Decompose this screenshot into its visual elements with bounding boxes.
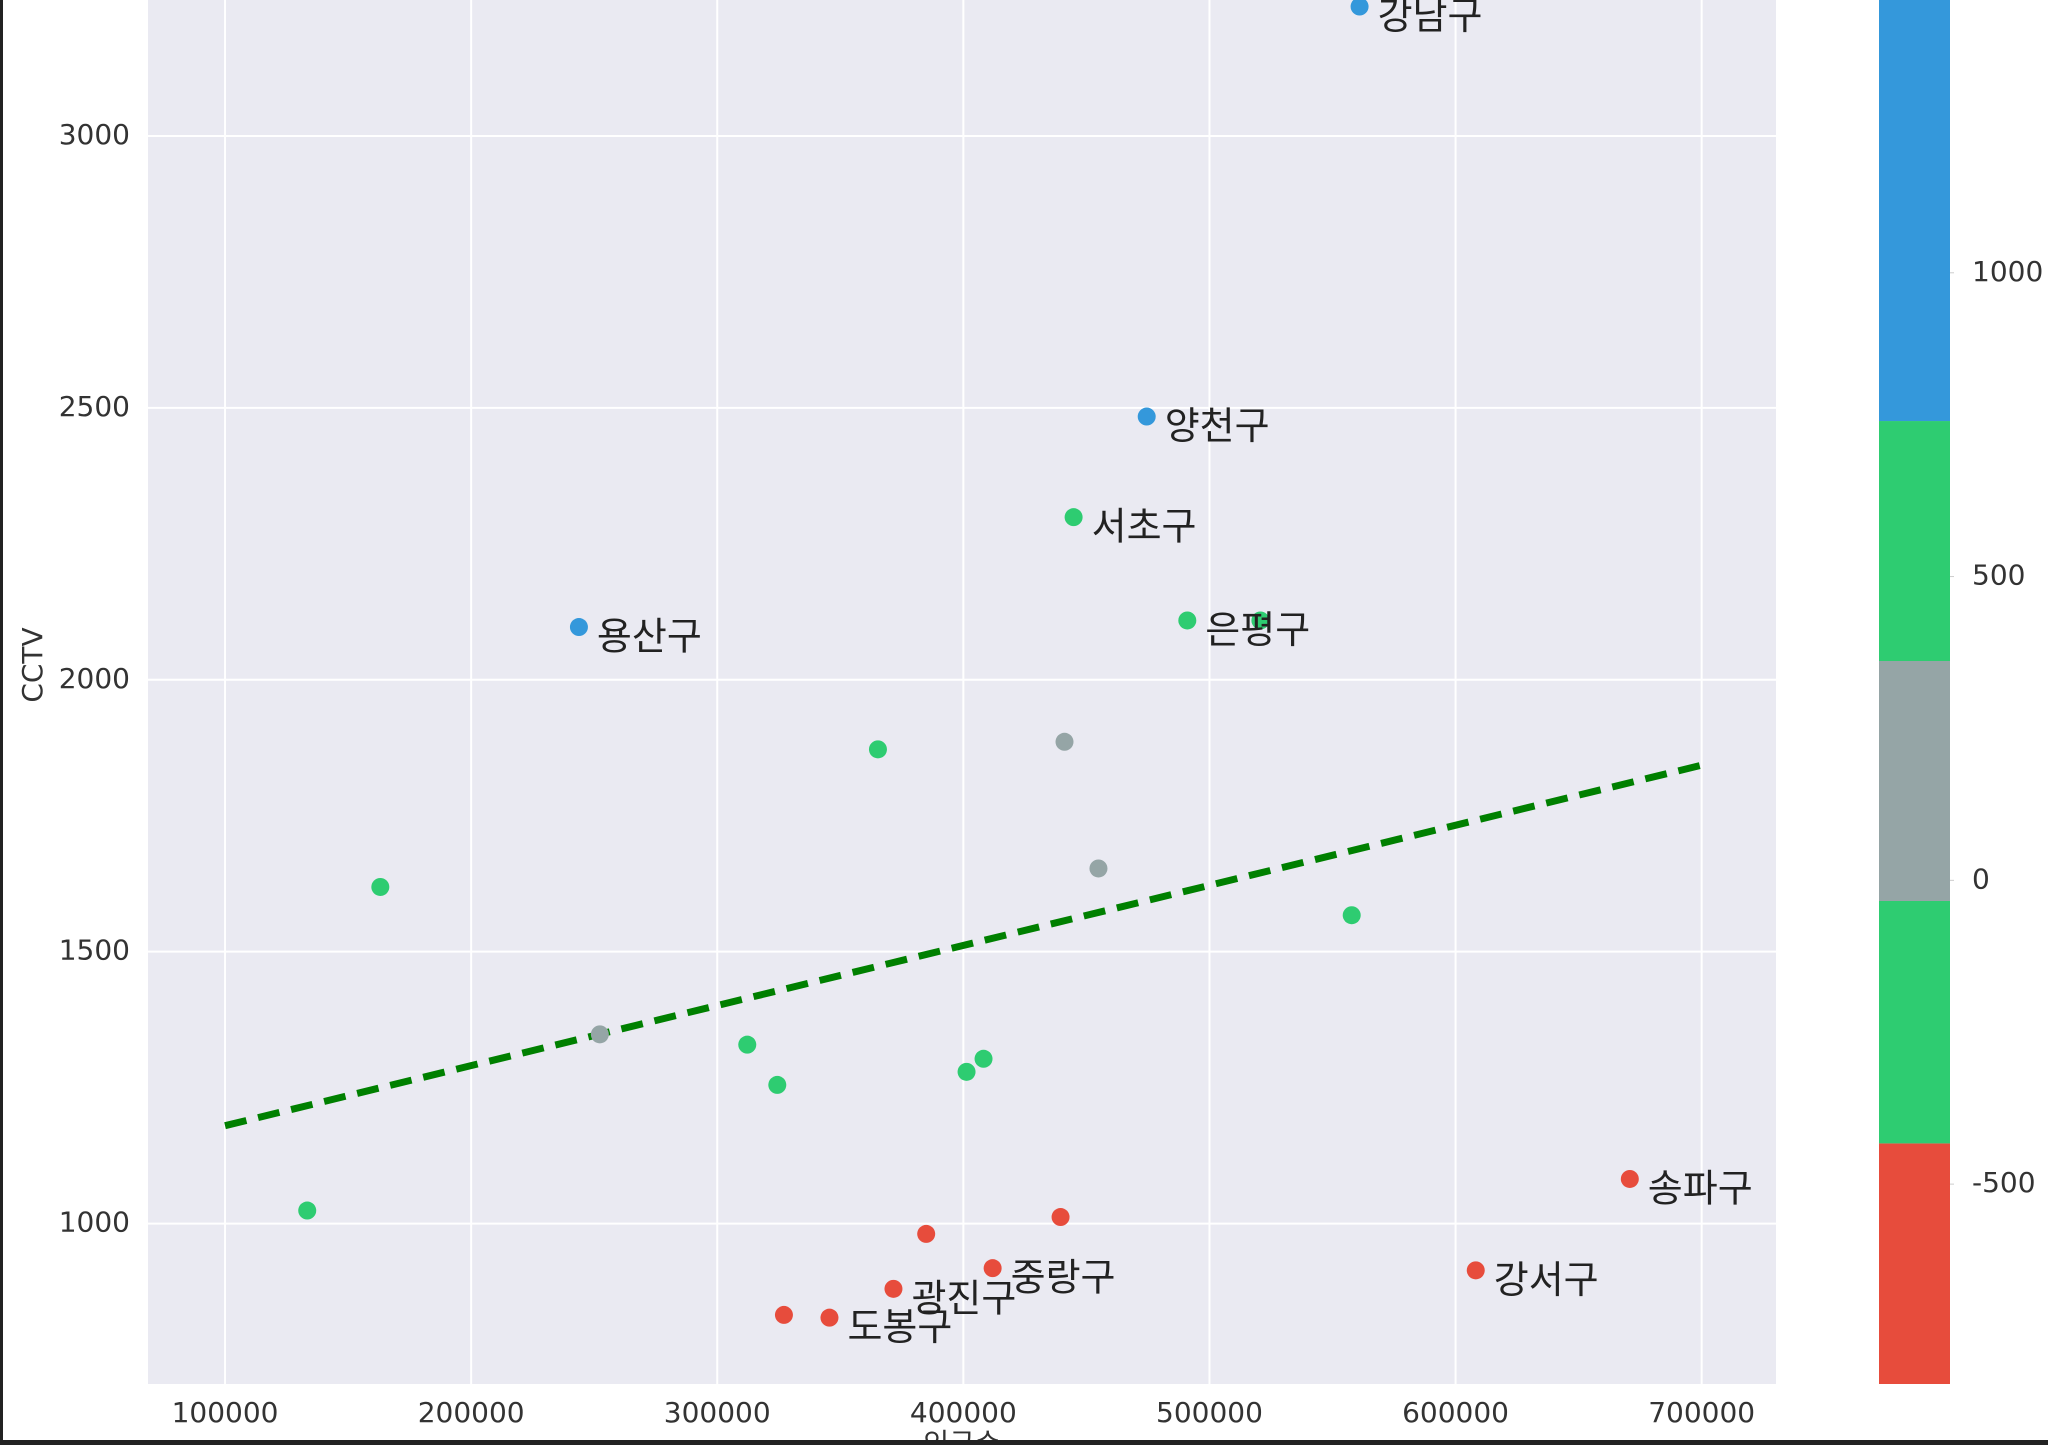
y-tick-label: 1500 (59, 934, 130, 967)
point (917, 1224, 936, 1243)
point (768, 1075, 787, 1094)
point (974, 1049, 993, 1068)
colorbar-segment (1879, 421, 1950, 662)
point (820, 1308, 839, 1327)
colorbar-tick-label: 0 (1972, 862, 1990, 895)
point (1466, 1261, 1485, 1280)
trend-line (224, 761, 1703, 1130)
x-tick-label: 500000 (1156, 1396, 1263, 1429)
point (569, 618, 588, 637)
colorbar-segment (1879, 661, 1950, 901)
x-tick-label: 400000 (910, 1396, 1017, 1429)
y-tick-label: 2000 (59, 662, 130, 695)
point (957, 1062, 976, 1081)
y-tick-label: 1000 (59, 1206, 130, 1239)
point (1055, 732, 1074, 751)
point (1342, 906, 1361, 925)
point (1178, 611, 1197, 630)
point (1064, 508, 1083, 527)
point-label: 강서구 (1494, 1258, 1599, 1302)
colorbar-tick-label: 500 (1972, 559, 2025, 592)
point-label: 양천구 (1165, 404, 1270, 448)
point-label: 서초구 (1092, 505, 1197, 549)
point (738, 1035, 757, 1054)
x-tick-label: 300000 (664, 1396, 771, 1429)
point (1051, 1208, 1070, 1227)
point (868, 740, 887, 759)
point-label: 중랑구 (1011, 1256, 1116, 1300)
x-tick-label: 700000 (1648, 1396, 1755, 1429)
point (1089, 859, 1108, 878)
y-tick-label: 2500 (59, 390, 130, 423)
point (590, 1025, 609, 1044)
colorbar-tick-label: 1000 (1972, 255, 2043, 288)
colorbar-segment (1879, 1143, 1950, 1384)
point-label: 은평구 (1205, 608, 1310, 652)
point-label: 송파구 (1648, 1166, 1753, 1210)
point (1251, 611, 1270, 630)
plot-area (148, 0, 1776, 1384)
y-axis-label: CCTV (16, 627, 49, 702)
point (1350, 0, 1369, 16)
point (774, 1305, 793, 1324)
x-tick-label: 100000 (172, 1396, 279, 1429)
point (371, 877, 390, 896)
point (1137, 407, 1156, 426)
x-tick-label: 600000 (1402, 1396, 1509, 1429)
y-tick-label: 3000 (59, 118, 130, 151)
x-tick-label: 200000 (418, 1396, 525, 1429)
point (1620, 1169, 1639, 1188)
window-border (0, 1440, 2048, 1445)
window-border (0, 0, 3, 1445)
point-label: 도봉구 (847, 1305, 952, 1349)
point (983, 1259, 1002, 1278)
colorbar-segment (1879, 0, 1950, 422)
colorbar-segment (1879, 900, 1950, 1144)
point (298, 1201, 317, 1220)
point-label: 강남구 (1378, 0, 1483, 38)
point-label: 용산구 (597, 615, 702, 659)
point-label: 광진구 (911, 1276, 1016, 1320)
colorbar-tick-label: -500 (1972, 1166, 2036, 1199)
point (884, 1279, 903, 1298)
